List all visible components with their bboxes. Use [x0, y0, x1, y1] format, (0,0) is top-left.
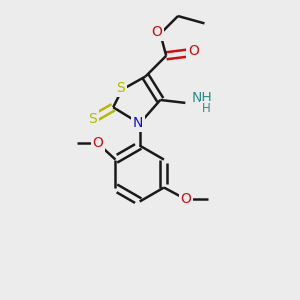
Text: S: S [116, 81, 125, 95]
Text: O: O [151, 25, 162, 39]
Text: O: O [181, 192, 191, 206]
Text: N: N [133, 116, 143, 130]
Text: O: O [188, 44, 199, 58]
Text: S: S [88, 112, 97, 126]
Text: NH: NH [192, 92, 213, 106]
Text: O: O [92, 136, 103, 150]
Text: H: H [202, 102, 210, 115]
